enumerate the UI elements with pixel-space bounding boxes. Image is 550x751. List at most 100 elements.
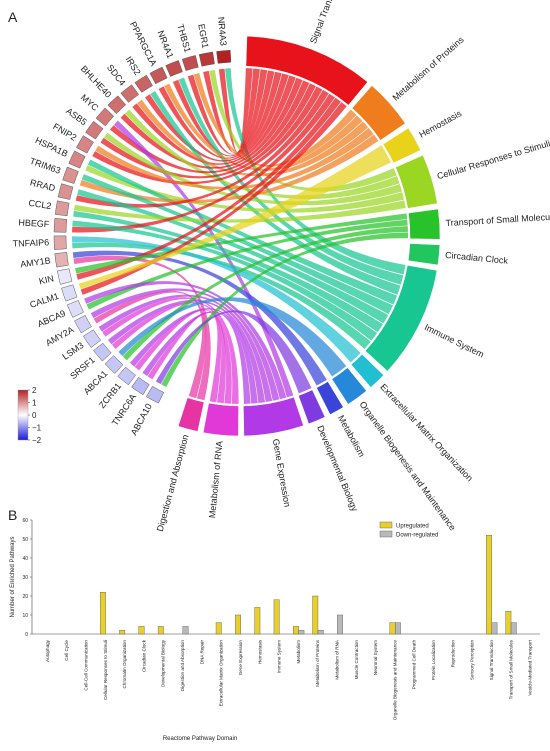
bar <box>394 622 401 635</box>
legend-label: Down-regulated <box>396 533 438 539</box>
chord-ribbon <box>72 236 361 363</box>
gene-arc <box>76 135 94 154</box>
chord-ribbon <box>132 75 296 165</box>
bar <box>491 622 498 635</box>
y-axis-label: Number of Enriched Pathways <box>10 536 16 617</box>
x-tick-label: Metabolism <box>296 640 301 664</box>
pathway-label: Metabolism of RNA <box>207 440 224 518</box>
color-scale-legend: 2 1 0 −1 −2 <box>17 386 42 445</box>
y-tick-label: 50 <box>22 537 28 543</box>
bar <box>486 535 492 635</box>
bar-legend: Upregulated Down-regulated <box>379 521 438 539</box>
legend-label: Upregulated <box>396 524 429 530</box>
gene-label: MYC <box>79 92 101 113</box>
x-tick-label: Cellular Responses to Stimuli <box>103 640 108 700</box>
chord-ribbon <box>218 68 253 153</box>
gene-label: CALM1 <box>29 291 61 310</box>
chord-ribbon <box>147 312 222 403</box>
bar <box>182 626 189 635</box>
x-tick-label: Chromatin Organization <box>122 640 127 689</box>
x-tick-label: Protein Localization <box>431 640 436 681</box>
gene-arc <box>120 84 140 103</box>
bar <box>138 626 145 635</box>
gene-arc <box>66 300 84 318</box>
gene-arc <box>57 268 73 285</box>
pathway-arc <box>245 35 368 106</box>
gene-arc <box>216 49 232 64</box>
x-tick-label: Programmed Cell Death <box>412 640 417 690</box>
x-tick-label: Cell Cycle <box>64 640 69 661</box>
chord-ribbon <box>155 310 312 394</box>
color-scale-tick: 0 <box>32 411 37 420</box>
pathway-label: Circadian Clock <box>445 250 509 266</box>
panel-b-label: B <box>8 507 17 523</box>
chord-ribbon <box>125 109 400 200</box>
pathway-arc <box>177 397 205 432</box>
pathway-label: Metabolism <box>336 414 367 459</box>
chord-ribbon <box>72 250 327 386</box>
legend-swatch <box>379 530 393 538</box>
color-scale-tick: 1 <box>32 399 37 408</box>
bar <box>298 630 305 635</box>
pathway-label: Cellular Responses to Stimuli <box>436 138 550 181</box>
x-tick-label: Gene Expression <box>238 640 243 676</box>
gene-arc <box>61 284 78 302</box>
bar <box>254 607 261 635</box>
chord-diagram: Signal Transduction Metabolism of Protein… <box>12 0 550 533</box>
pathway-arc <box>364 265 438 372</box>
pathway-label: Metabolism of Proteins <box>391 34 467 102</box>
gene-arc <box>74 315 92 334</box>
gene-label: NR4A1 <box>156 29 176 60</box>
gene-arc <box>85 120 104 140</box>
x-tick-label: Circadian Clock <box>141 639 146 672</box>
pathway-arc <box>407 243 441 266</box>
gene-label: KIN <box>38 273 55 286</box>
chord-ribbons <box>72 68 408 404</box>
y-tick-label: 0 <box>25 632 28 638</box>
pathway-label: Hemostasis <box>417 108 463 140</box>
gene-label: NR4A3 <box>216 16 229 46</box>
gene-label: CCL2 <box>28 198 52 211</box>
gene-label: AMY1B <box>20 255 52 269</box>
y-tick-label: 10 <box>22 613 28 619</box>
x-tick-label: Cell-Cell Communication <box>83 640 88 691</box>
gene-arc <box>53 235 67 250</box>
x-tick-label: Autophagy <box>45 639 50 662</box>
gene-label: RRAD <box>29 177 57 193</box>
bar <box>317 630 324 635</box>
pathway-arc <box>351 85 406 141</box>
gene-label: AMY2A <box>44 324 76 348</box>
gene-label: HBEGF <box>18 217 50 229</box>
pathway-label: Gene Expression <box>271 438 293 508</box>
pathway-label: Transport of Small Molecules <box>445 211 550 228</box>
x-tick-label: Muscle Contraction <box>354 640 359 680</box>
x-tick-label: Neuronal System <box>373 640 378 675</box>
x-tick-label: Immune System <box>277 640 282 673</box>
chord-ribbon <box>81 174 393 315</box>
chord-ribbon <box>100 83 317 179</box>
x-tick-label: Metabolism of Proteins <box>315 639 320 686</box>
pathway-arc <box>395 154 438 209</box>
x-tick-label: Reproduction <box>450 640 455 668</box>
gene-arc <box>62 166 79 184</box>
x-tick-label: Extracellular Matrix Organization <box>219 640 224 707</box>
bar <box>312 595 319 635</box>
bar <box>273 599 280 635</box>
pathway-label: Immune System <box>423 322 486 360</box>
color-scale-tick: 2 <box>32 386 37 395</box>
chord-ribbon <box>109 80 310 174</box>
gene-arc <box>82 329 102 348</box>
color-scale-tick: −2 <box>32 436 42 445</box>
pathway-arc <box>202 402 239 437</box>
pathway-arc <box>350 353 384 388</box>
chord-ribbon <box>87 159 398 305</box>
x-tick-label: Metabolism of RNA <box>334 639 339 680</box>
y-tick-label: 30 <box>22 575 28 581</box>
bar <box>389 622 396 635</box>
gene-arc <box>57 183 74 200</box>
x-tick-label: Transport of Small Molecules <box>508 639 513 699</box>
gene-label: ABCA9 <box>36 308 67 329</box>
pathway-arc <box>382 127 421 164</box>
gene-label: LSM3 <box>60 340 85 362</box>
x-tick-label: Hemostasis <box>257 639 262 664</box>
